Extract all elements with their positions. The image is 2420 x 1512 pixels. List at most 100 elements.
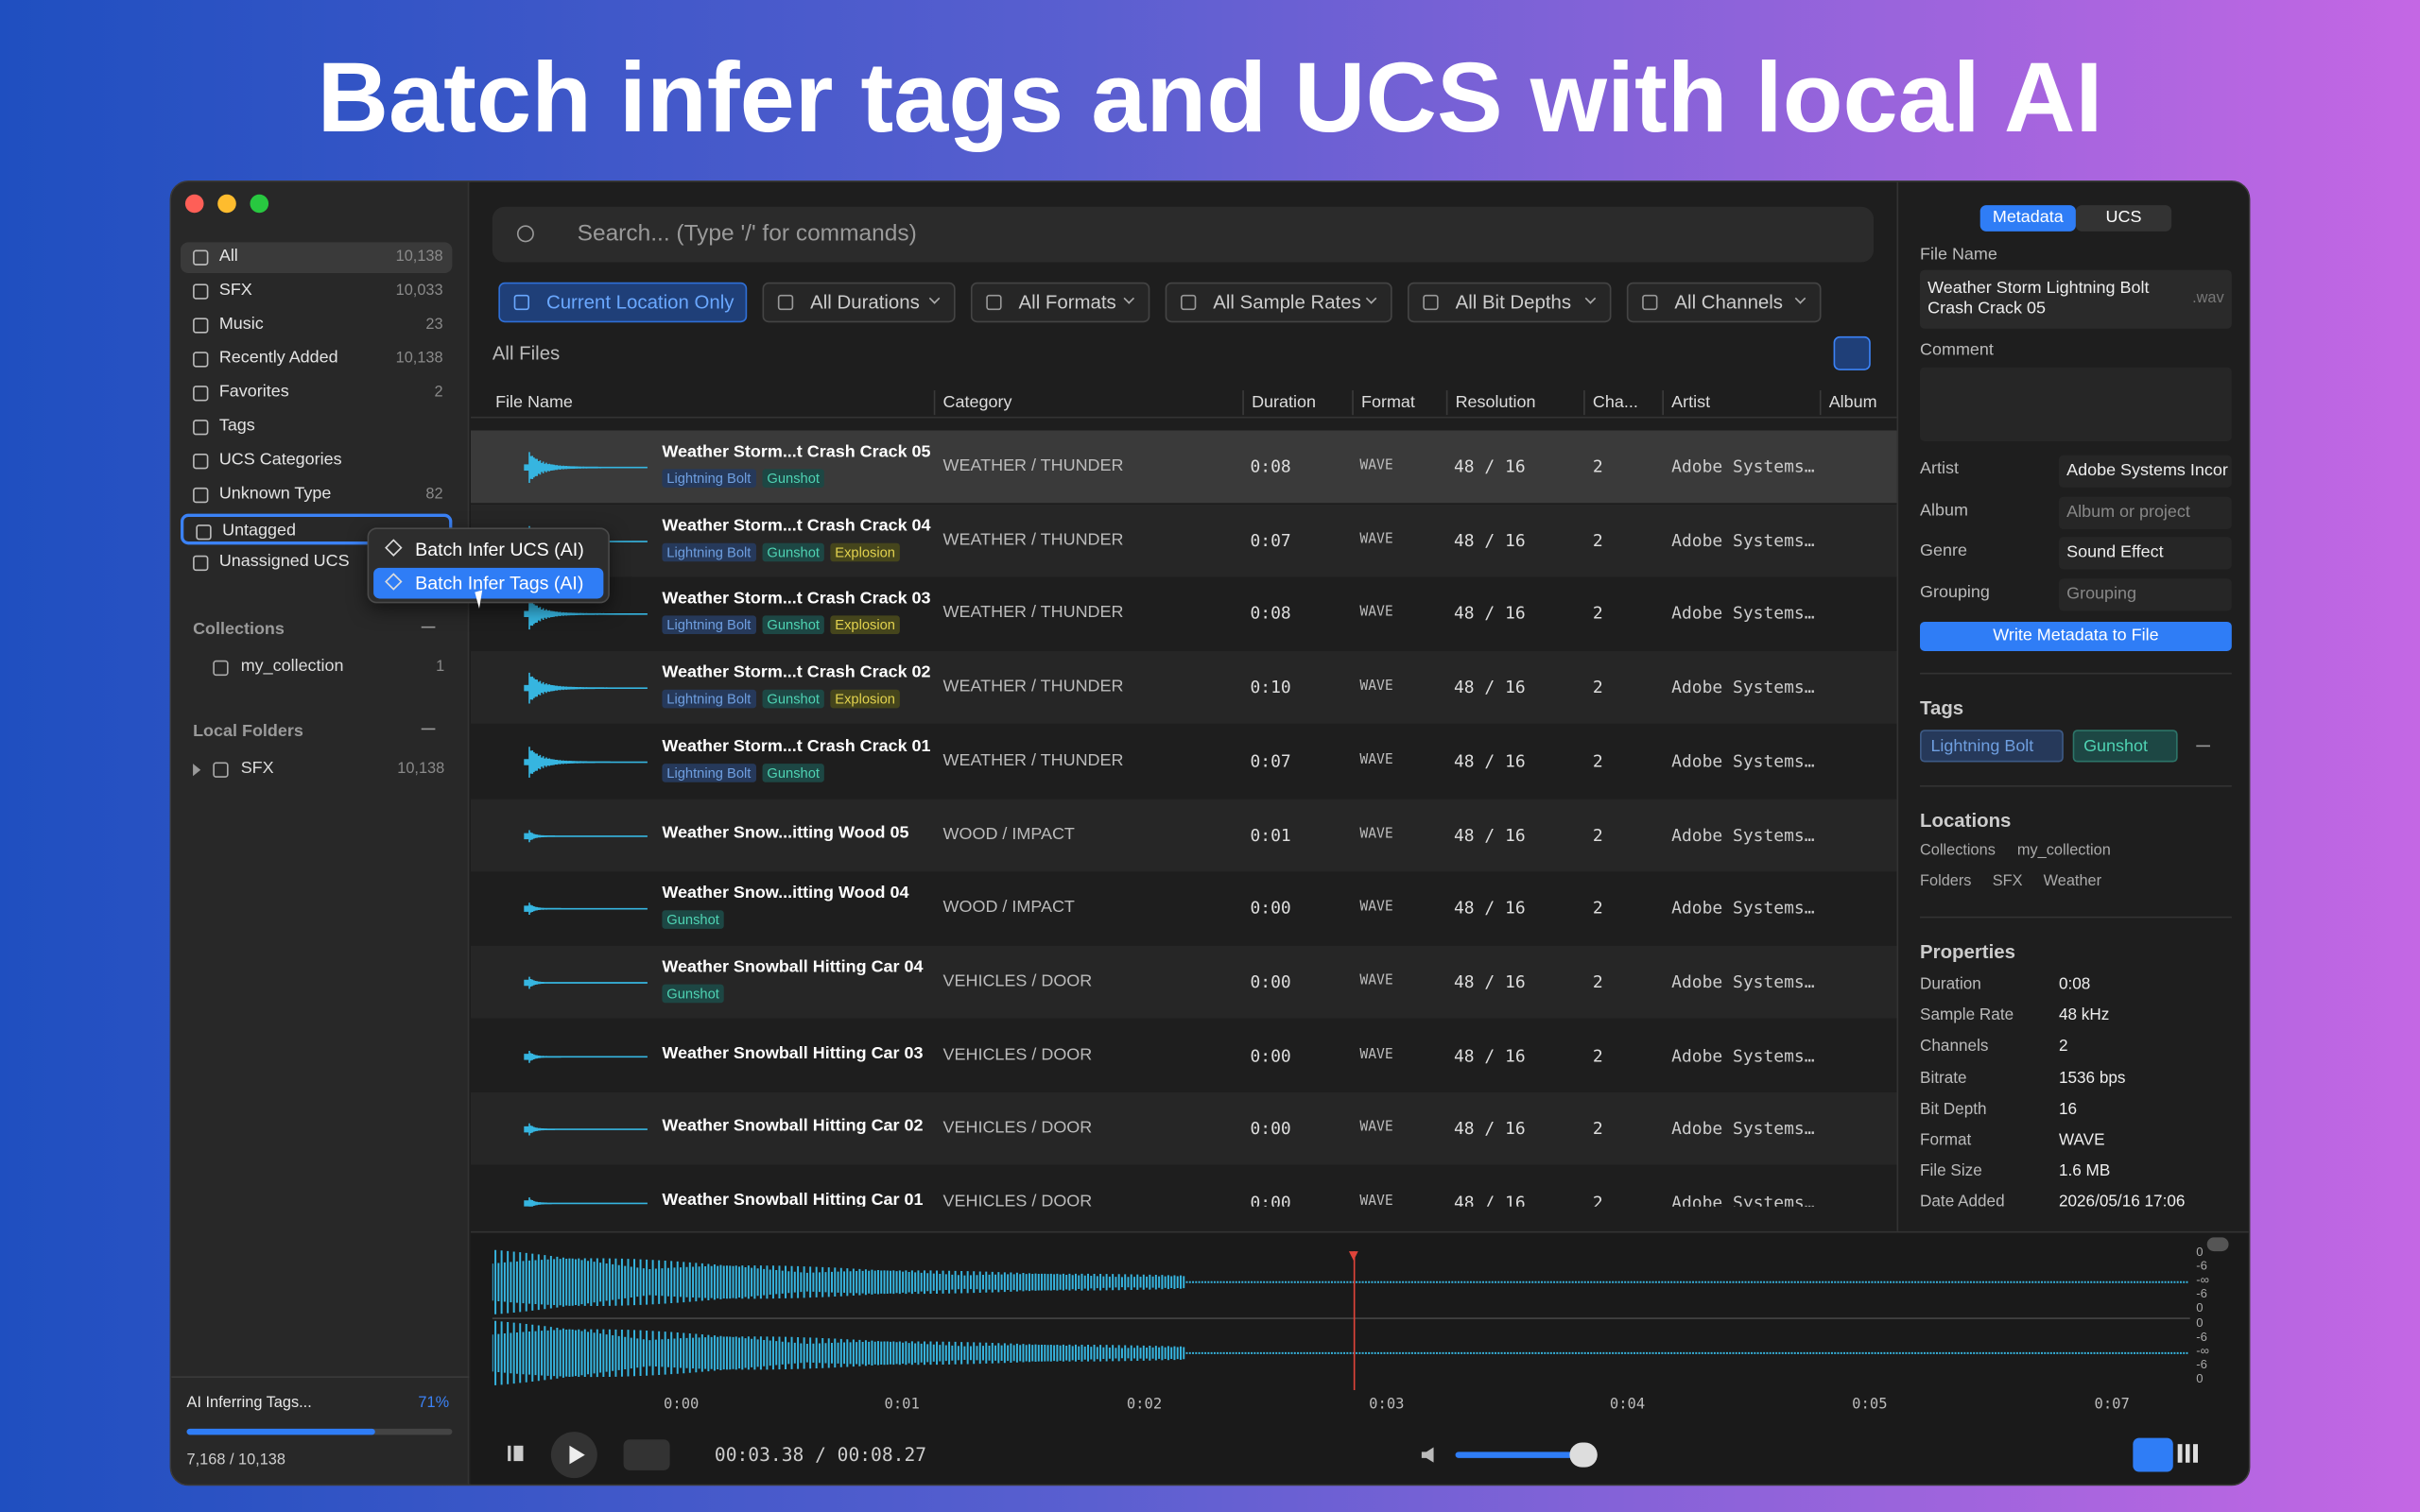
channels: 2 [1592, 604, 1603, 625]
tag-chip: Explosion [830, 689, 900, 709]
duration: 0:08 [1250, 456, 1291, 477]
format: WAVE [1359, 752, 1393, 768]
zoom-button[interactable] [250, 194, 269, 214]
tag-chip[interactable]: Lightning Bolt [1920, 730, 2064, 763]
duration: 0:00 [1250, 898, 1291, 919]
icon [986, 294, 1002, 311]
field-input[interactable]: Album or project [2058, 496, 2232, 529]
zoom-knob[interactable] [2206, 1237, 2229, 1252]
field-input[interactable]: Grouping [2058, 577, 2232, 611]
filter-button[interactable]: All Durations [762, 282, 956, 323]
sidebar-item[interactable]: UCS Categories [181, 446, 452, 477]
divider [1920, 785, 2232, 787]
prev-button[interactable] [508, 1445, 524, 1462]
play-triangle [569, 1445, 585, 1465]
sidebar-item[interactable]: Recently Added 10,138 [181, 344, 452, 375]
file-row[interactable]: Weather Storm...t Crash Crack 01 Lightnin… [470, 725, 1897, 798]
column-header: Format [1361, 393, 1415, 412]
inspector: Metadata UCS File Name Weather Storm Lightn… [1896, 181, 2249, 1231]
field-value: Adobe Systems Incor [2066, 461, 2228, 480]
spectrum-view-button[interactable] [2177, 1444, 2200, 1463]
filter-button[interactable]: All Bit Depths [1407, 282, 1612, 323]
filter-button[interactable]: All Formats [970, 282, 1150, 323]
sidebar-item[interactable]: Unknown Type 82 [181, 480, 452, 511]
file-row[interactable]: Weather Storm...t Crash Crack 04 Lightnin… [470, 504, 1897, 577]
file-row[interactable]: Weather Snowball Hitting Car 04 Gunshot VE… [470, 945, 1897, 1019]
window: All 10,138 SFX 10,033 Music 23 Recently Added 1… [169, 180, 2251, 1486]
icon [193, 249, 209, 266]
divider [1920, 672, 2232, 675]
tag-chip: Lightning Bolt [662, 616, 756, 635]
duration: 0:00 [1250, 971, 1291, 992]
sidebar-item[interactable]: All 10,138 [181, 242, 453, 273]
resolution: 48 / 16 [1453, 1193, 1526, 1207]
column-divider [1662, 390, 1664, 416]
sidebar-item[interactable]: Unassigned UCS [181, 548, 452, 579]
field-input[interactable]: Sound Effect [2058, 537, 2232, 570]
category: VEHICLES / DOOR [942, 971, 1093, 990]
thumbnail-waveform [524, 1124, 648, 1136]
waveform-path [524, 976, 648, 989]
waveform-path [524, 902, 648, 916]
filter-label: All Channels [1674, 291, 1784, 314]
location-crumb[interactable]: Weather [2043, 873, 2102, 891]
menu-item[interactable]: Batch Infer UCS (AI) [373, 534, 603, 565]
channels: 2 [1592, 750, 1603, 771]
icon [213, 660, 229, 677]
artist: Adobe Systems… [1671, 530, 1815, 551]
comment-box[interactable] [1920, 367, 2232, 441]
file-row[interactable]: Weather Snowball Hitting Car 03 VEHICLES … [470, 1019, 1897, 1092]
waveform-path [524, 1050, 648, 1063]
filter-button[interactable]: All Sample Rates [1165, 282, 1392, 323]
waveform-view-button[interactable] [2133, 1437, 2173, 1472]
location-crumb[interactable]: my_collection [2016, 842, 2111, 860]
artist: Adobe Systems… [1671, 604, 1815, 625]
write-button[interactable]: Write Metadata to File [1920, 621, 2232, 651]
volume-knob[interactable] [1569, 1442, 1598, 1468]
file-name: Weather Snowball Hitting Car 03 [662, 1043, 924, 1063]
folder-label: my_collection [240, 657, 344, 677]
icon [193, 386, 209, 402]
add-button[interactable] [421, 626, 436, 641]
sidebar-item[interactable]: Music 23 [181, 310, 452, 341]
file-row[interactable]: Weather Storm...t Crash Crack 05 Lightnin… [470, 430, 1897, 504]
category: WOOD / IMPACT [942, 824, 1075, 844]
filter-button[interactable]: Current Location Only [498, 282, 748, 323]
location-crumb[interactable]: SFX [1992, 873, 2023, 891]
file-row[interactable]: Weather Storm...t Crash Crack 02 Lightnin… [470, 651, 1897, 724]
file-row[interactable]: Weather Snowball Hitting Car 02 VEHICLES … [470, 1092, 1897, 1166]
tab[interactable]: UCS [2075, 205, 2172, 232]
field-input[interactable]: Adobe Systems Incor [2058, 455, 2232, 488]
volume-track[interactable] [1455, 1452, 1595, 1458]
minimize-button[interactable] [217, 194, 236, 214]
category: WEATHER / THUNDER [942, 750, 1124, 770]
sidebar-item[interactable]: SFX 10,033 [181, 276, 452, 307]
file-row[interactable]: Weather Snowball Hitting Car 01 VEHICLES … [470, 1166, 1897, 1207]
db-label: -6 [2196, 1286, 2207, 1301]
file-row[interactable]: Weather Storm...t Crash Crack 03 Lightnin… [470, 577, 1897, 650]
search-box[interactable]: Search... (Type '/' for commands) [492, 206, 1875, 263]
tag-chip[interactable]: Gunshot [2072, 730, 2178, 763]
sidebar-item[interactable]: Favorites 2 [181, 378, 452, 409]
add-tag-button[interactable] [2196, 745, 2210, 747]
menu-item[interactable]: Batch Infer Tags (AI) [373, 567, 604, 599]
format: WAVE [1359, 973, 1393, 989]
tab[interactable]: Metadata [1979, 205, 2076, 232]
panel-toggle[interactable] [1833, 335, 1871, 370]
loop-button[interactable] [623, 1439, 670, 1470]
artist: Adobe Systems… [1671, 677, 1815, 698]
add-button[interactable] [421, 728, 436, 743]
waveform-path [524, 1124, 648, 1136]
field-label: Comment [1920, 340, 1994, 360]
time-label: 0:00 [664, 1396, 700, 1414]
close-button[interactable] [184, 194, 204, 214]
file-row[interactable]: Weather Snow...itting Wood 04 Gunshot WOOD… [470, 871, 1897, 945]
sidebar-item[interactable]: Tags [181, 412, 452, 443]
property-value: 1.6 MB [2058, 1161, 2111, 1181]
waveform-path [524, 1197, 648, 1207]
filter-button[interactable]: All Channels [1626, 282, 1822, 323]
file-row[interactable]: Weather Snow...itting Wood 05 WOOD / IMPA… [470, 798, 1897, 871]
channels: 2 [1592, 1193, 1603, 1207]
thumbnail-waveform [524, 829, 648, 842]
folder-count: 10,138 [397, 760, 445, 778]
